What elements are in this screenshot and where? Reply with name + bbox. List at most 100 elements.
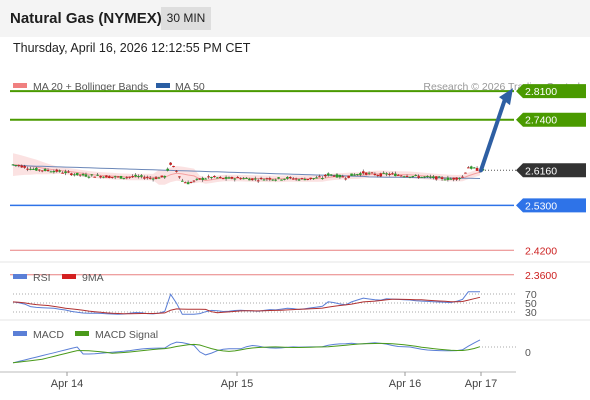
- candle: [58, 170, 61, 172]
- candle: [96, 174, 99, 176]
- candle: [309, 177, 313, 180]
- candle: [426, 176, 429, 178]
- rsi-50-label: 50: [525, 298, 537, 310]
- candle: [195, 178, 199, 180]
- candle: [186, 182, 190, 185]
- rsi-70-label: 70: [525, 289, 537, 301]
- price-tag-last: 2.6160: [516, 163, 586, 178]
- candle: [268, 178, 272, 180]
- candle: [251, 178, 254, 181]
- legend-swatch-macd-signal: [75, 331, 89, 336]
- candle: [230, 177, 234, 179]
- candle: [443, 179, 447, 181]
- candle: [432, 176, 435, 178]
- candle: [382, 172, 385, 174]
- candle: [84, 174, 88, 177]
- candle: [353, 174, 356, 176]
- legend-macd: MACD: [33, 329, 64, 341]
- candle: [213, 175, 216, 178]
- macd-line: [12, 339, 481, 364]
- candle: [405, 175, 409, 177]
- candle: [373, 173, 377, 176]
- candle: [262, 179, 266, 181]
- rsi-9ma-line: [12, 296, 481, 315]
- candle: [408, 176, 412, 178]
- candle: [239, 178, 242, 180]
- candle: [335, 174, 339, 178]
- candle: [224, 177, 228, 179]
- candle: [148, 177, 152, 179]
- price-tag-r1-label: 2.7400: [525, 115, 557, 127]
- candle: [75, 172, 79, 176]
- candle: [350, 173, 353, 176]
- candle: [452, 177, 456, 180]
- candle: [414, 174, 418, 176]
- candle: [23, 166, 26, 168]
- candle: [157, 177, 161, 179]
- candle: [160, 175, 164, 177]
- candle: [461, 176, 464, 178]
- candle: [294, 178, 298, 180]
- candle: [189, 182, 193, 184]
- candle: [280, 179, 283, 181]
- candle: [122, 177, 126, 179]
- candle: [90, 174, 94, 176]
- candle: [154, 177, 158, 179]
- candle: [446, 177, 450, 180]
- macd-signal-line: [12, 342, 481, 364]
- candle: [102, 176, 105, 178]
- candle: [288, 176, 292, 178]
- candle: [411, 175, 415, 177]
- candle: [55, 169, 59, 172]
- target-arrow-head: [499, 88, 513, 106]
- candle: [420, 176, 423, 178]
- candle: [396, 174, 400, 176]
- candle: [227, 177, 231, 179]
- support-label-1: 2.4200: [525, 245, 557, 257]
- price-tag-pivot: 2.5300: [516, 198, 586, 213]
- candle: [178, 176, 181, 178]
- candle: [81, 173, 85, 176]
- candle: [29, 168, 32, 170]
- macd-zero-label: 0: [525, 347, 531, 359]
- candle: [312, 178, 315, 180]
- candle: [151, 178, 155, 180]
- candle: [163, 175, 167, 178]
- datetime-label: Thursday, April 16, 2026 12:12:55 PM CET: [13, 41, 251, 55]
- candle: [113, 176, 117, 178]
- candle: [271, 179, 275, 181]
- legend-swatch-rsi: [13, 274, 27, 279]
- legend-macd-signal: MACD Signal: [95, 329, 158, 341]
- candle: [303, 179, 307, 181]
- candle: [347, 175, 350, 178]
- x-label-apr16: Apr 16: [389, 378, 421, 390]
- candle: [143, 177, 146, 179]
- candle: [265, 178, 269, 180]
- candle: [385, 173, 388, 175]
- candle: [458, 178, 461, 180]
- candle: [201, 177, 205, 180]
- candle: [344, 178, 348, 180]
- candle: [364, 172, 368, 175]
- candle: [297, 179, 301, 181]
- timeframe-button[interactable]: 30 MIN: [161, 7, 211, 30]
- candle: [318, 176, 321, 178]
- rsi-30-label: 30: [525, 307, 537, 319]
- levels-group: [10, 90, 514, 276]
- candle: [180, 180, 184, 182]
- candle: [93, 176, 97, 178]
- candle: [341, 176, 345, 178]
- legend-ma20: MA 20 + Bollinger Bands: [33, 81, 148, 93]
- candle: [277, 177, 280, 179]
- candle: [20, 165, 24, 168]
- candle: [379, 173, 383, 177]
- candle: [391, 173, 394, 175]
- candle: [17, 165, 21, 167]
- candle: [359, 173, 362, 175]
- candle: [119, 176, 123, 179]
- candle: [183, 182, 187, 184]
- candle: [198, 178, 202, 180]
- bollinger-band: [13, 153, 480, 185]
- candle: [291, 178, 295, 180]
